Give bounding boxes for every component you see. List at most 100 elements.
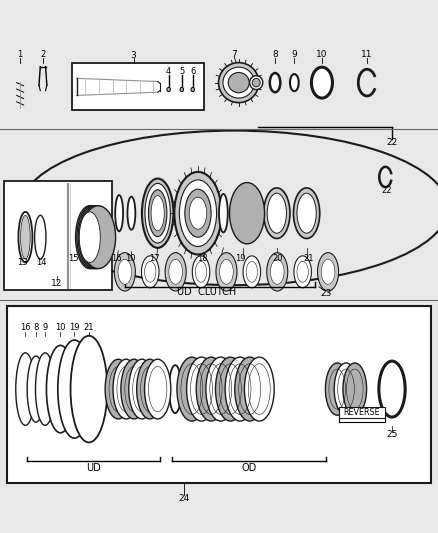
- Ellipse shape: [79, 212, 100, 263]
- Text: 20: 20: [273, 254, 283, 263]
- Ellipse shape: [35, 215, 46, 259]
- Text: 19: 19: [235, 254, 245, 263]
- Text: 3: 3: [131, 51, 137, 60]
- Ellipse shape: [235, 357, 265, 421]
- Ellipse shape: [77, 206, 107, 269]
- Text: 9: 9: [291, 51, 297, 59]
- Text: UD  CLUTCH: UD CLUTCH: [177, 287, 237, 296]
- Ellipse shape: [113, 359, 139, 419]
- Text: 13: 13: [18, 258, 28, 266]
- Ellipse shape: [145, 261, 156, 282]
- Ellipse shape: [325, 363, 349, 415]
- Ellipse shape: [321, 260, 335, 284]
- Text: 6: 6: [190, 68, 195, 76]
- Ellipse shape: [105, 359, 131, 419]
- Ellipse shape: [151, 196, 164, 231]
- Text: 23: 23: [321, 289, 332, 297]
- Text: 10: 10: [316, 51, 328, 59]
- Text: OD: OD: [241, 463, 256, 473]
- Ellipse shape: [290, 74, 299, 91]
- Ellipse shape: [223, 67, 254, 98]
- Ellipse shape: [297, 193, 316, 233]
- Ellipse shape: [18, 212, 32, 263]
- Text: REVERSE: REVERSE: [343, 408, 380, 416]
- Text: 19: 19: [69, 324, 80, 332]
- Text: 9: 9: [42, 324, 48, 332]
- Ellipse shape: [215, 357, 245, 421]
- Text: 24: 24: [178, 494, 190, 503]
- Ellipse shape: [231, 188, 258, 239]
- Ellipse shape: [142, 179, 173, 248]
- Text: 8: 8: [33, 324, 39, 332]
- Ellipse shape: [216, 253, 237, 291]
- Text: 10: 10: [55, 324, 66, 332]
- Ellipse shape: [169, 365, 181, 413]
- Text: 5: 5: [179, 68, 184, 76]
- Text: 7: 7: [231, 51, 237, 59]
- Ellipse shape: [267, 193, 286, 233]
- Text: 22: 22: [386, 139, 398, 147]
- Ellipse shape: [185, 189, 211, 237]
- Ellipse shape: [118, 260, 132, 284]
- Ellipse shape: [115, 195, 123, 231]
- Text: 16: 16: [111, 254, 121, 263]
- Ellipse shape: [177, 357, 207, 421]
- Ellipse shape: [145, 183, 170, 243]
- Ellipse shape: [297, 261, 308, 282]
- Text: 16: 16: [20, 324, 31, 332]
- Text: 17: 17: [149, 254, 159, 263]
- Ellipse shape: [191, 87, 194, 92]
- Ellipse shape: [16, 353, 35, 425]
- Ellipse shape: [219, 63, 259, 102]
- Ellipse shape: [127, 197, 135, 230]
- Text: 10: 10: [125, 254, 136, 263]
- Ellipse shape: [187, 357, 216, 421]
- Text: 21: 21: [304, 254, 314, 263]
- Ellipse shape: [225, 357, 255, 421]
- Ellipse shape: [35, 353, 55, 425]
- Bar: [339, 407, 385, 418]
- Text: 22: 22: [381, 187, 392, 195]
- Text: 14: 14: [36, 258, 47, 266]
- Ellipse shape: [195, 261, 207, 282]
- Text: 11: 11: [361, 51, 373, 59]
- Ellipse shape: [114, 253, 135, 291]
- Ellipse shape: [270, 260, 284, 284]
- Ellipse shape: [293, 188, 320, 239]
- Ellipse shape: [294, 256, 311, 288]
- Ellipse shape: [267, 253, 288, 291]
- Ellipse shape: [192, 256, 210, 288]
- Ellipse shape: [219, 260, 233, 284]
- Text: UD: UD: [86, 463, 101, 473]
- Ellipse shape: [379, 361, 405, 417]
- Text: 2: 2: [40, 51, 46, 59]
- Text: 4: 4: [166, 68, 171, 76]
- Bar: [4, 181, 112, 290]
- Text: 12: 12: [51, 279, 63, 288]
- Ellipse shape: [27, 356, 45, 422]
- Text: 18: 18: [197, 254, 208, 263]
- Ellipse shape: [58, 340, 91, 438]
- Ellipse shape: [169, 260, 183, 284]
- Ellipse shape: [180, 87, 184, 92]
- Ellipse shape: [318, 253, 339, 291]
- Ellipse shape: [189, 197, 207, 229]
- Text: 8: 8: [272, 51, 278, 59]
- Ellipse shape: [311, 67, 332, 98]
- Ellipse shape: [81, 206, 116, 269]
- Ellipse shape: [121, 359, 147, 419]
- Ellipse shape: [71, 336, 107, 442]
- Ellipse shape: [79, 206, 113, 269]
- Text: 1: 1: [18, 51, 23, 59]
- Ellipse shape: [219, 194, 228, 232]
- Ellipse shape: [334, 363, 358, 415]
- Ellipse shape: [148, 190, 167, 237]
- Ellipse shape: [141, 256, 159, 288]
- Ellipse shape: [230, 185, 261, 241]
- Ellipse shape: [75, 206, 104, 269]
- Text: 25: 25: [386, 430, 398, 439]
- Bar: [7, 306, 431, 483]
- Ellipse shape: [174, 172, 222, 255]
- Ellipse shape: [270, 73, 280, 92]
- Ellipse shape: [264, 188, 290, 239]
